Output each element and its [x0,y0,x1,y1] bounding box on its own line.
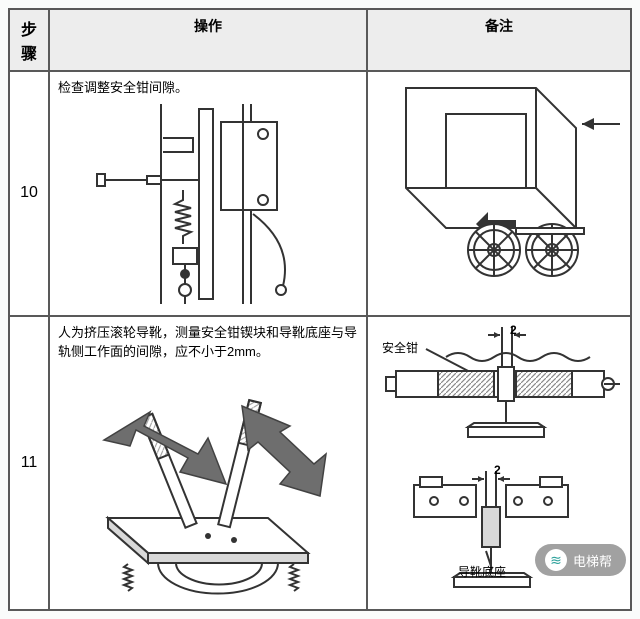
note-cell [367,71,631,316]
operation-text: 检查调整安全钳间隙。 [58,78,358,98]
operation-diagram-11 [58,368,358,603]
step-number: 10 [9,71,49,316]
operation-cell: 人为挤压滚轮导靴，测量安全钳锲块和导靴底座与导轨侧工作面的间隙，应不小于2mm。 [49,316,367,610]
col-note-header: 备注 [367,9,631,71]
col-step-header: 步骤 [9,9,49,71]
table-row: 10 检查调整安全钳间隙。 [9,71,631,316]
operation-text: 人为挤压滚轮导靴，测量安全钳锲块和导靴底座与导轨侧工作面的间隙，应不小于2mm。 [58,323,358,362]
operation-diagram-10 [58,104,358,309]
operation-cell: 检查调整安全钳间隙。 [49,71,367,316]
watermark-badge: ≋ 电梯帮 [535,544,626,576]
col-operation-header: 操作 [49,9,367,71]
label-safety-gear: 安全钳 [382,339,418,356]
procedure-table: 步骤 操作 备注 10 检查调整安全钳间隙。 [8,8,632,611]
label-shoe-base: 导靴底座 [458,563,506,580]
watermark-logo-icon: ≋ [545,549,567,571]
header-row: 步骤 操作 备注 [9,9,631,71]
dim-bottom: 2 [494,463,501,477]
note-diagram-10 [376,78,622,303]
watermark-text: 电梯帮 [573,551,612,570]
dim-top: 2 [510,323,517,337]
step-number: 11 [9,316,49,610]
